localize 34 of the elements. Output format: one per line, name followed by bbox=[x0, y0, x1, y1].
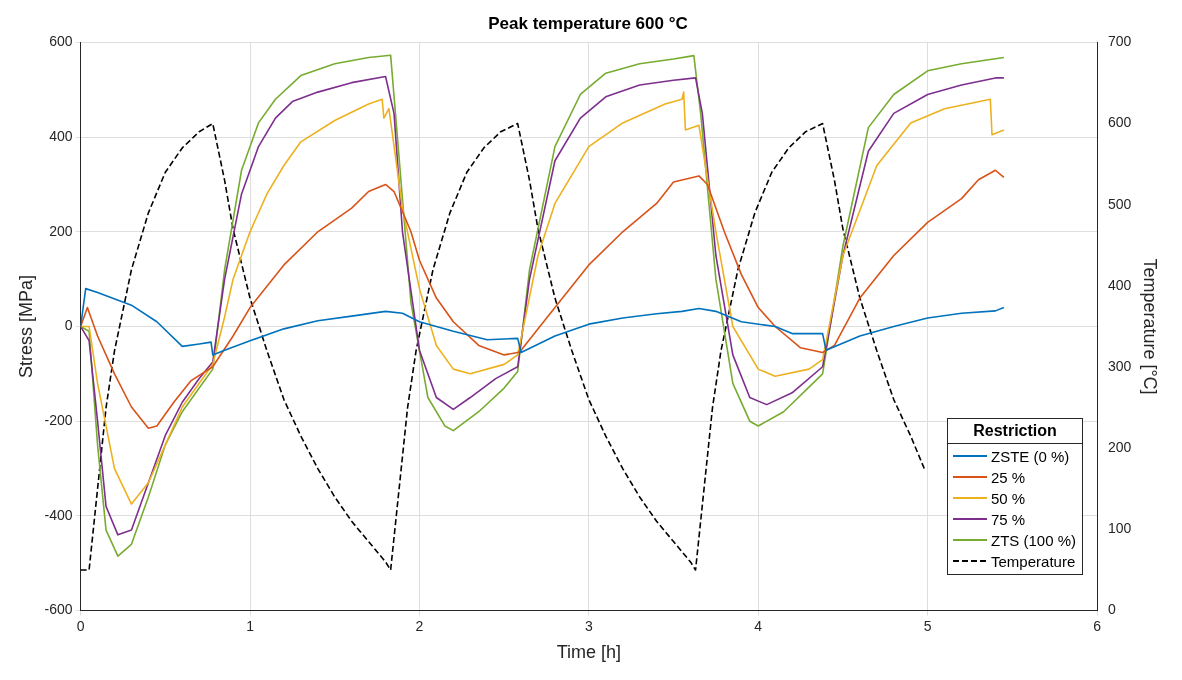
legend-label: Temperature bbox=[991, 552, 1076, 570]
y-tick-label: 200 bbox=[49, 222, 73, 239]
y-tick-label: -600 bbox=[44, 601, 73, 618]
y-axis-title: Stress [MPa] bbox=[15, 274, 36, 379]
y-tick-label: 0 bbox=[64, 317, 73, 334]
y2-tick-label: 0 bbox=[1108, 601, 1117, 618]
y2-tick-label: 400 bbox=[1108, 276, 1132, 293]
x-tick-label: 0 bbox=[76, 617, 85, 634]
y2-axis-title: Temperature [°C] bbox=[1140, 258, 1161, 395]
y2-tick-label: 200 bbox=[1108, 439, 1132, 456]
x-tick-label: 3 bbox=[584, 617, 593, 634]
y2-tick-label: 300 bbox=[1108, 357, 1132, 374]
x-tick-label: 6 bbox=[1093, 617, 1102, 634]
y-tick-label: -400 bbox=[44, 506, 73, 523]
chart-title: Peak temperature 600 °C bbox=[488, 13, 688, 33]
y2-tick-label: 100 bbox=[1108, 520, 1132, 537]
x-tick-label: 2 bbox=[415, 617, 424, 634]
legend-label: 50 % bbox=[991, 489, 1026, 507]
line-series bbox=[80, 122, 926, 571]
legend-label: ZTS (100 %) bbox=[991, 531, 1077, 549]
legend-label: ZSTE (0 %) bbox=[991, 447, 1070, 465]
y2-tick-label: 600 bbox=[1108, 114, 1132, 131]
y2-tick-label: 500 bbox=[1108, 195, 1132, 212]
legend-label: 75 % bbox=[991, 510, 1026, 528]
x-axis-title: Time [h] bbox=[556, 642, 622, 663]
legend-title: Restriction bbox=[948, 418, 1083, 444]
x-tick-label: 1 bbox=[246, 617, 255, 634]
x-tick-label: 5 bbox=[923, 617, 932, 634]
x-tick-label: 4 bbox=[754, 617, 763, 634]
y-tick-label: 400 bbox=[49, 127, 73, 144]
y2-tick-label: 700 bbox=[1108, 33, 1132, 50]
y-tick-label: -200 bbox=[44, 412, 73, 429]
y-tick-label: 600 bbox=[49, 33, 73, 50]
legend-label: 25 % bbox=[991, 468, 1026, 486]
